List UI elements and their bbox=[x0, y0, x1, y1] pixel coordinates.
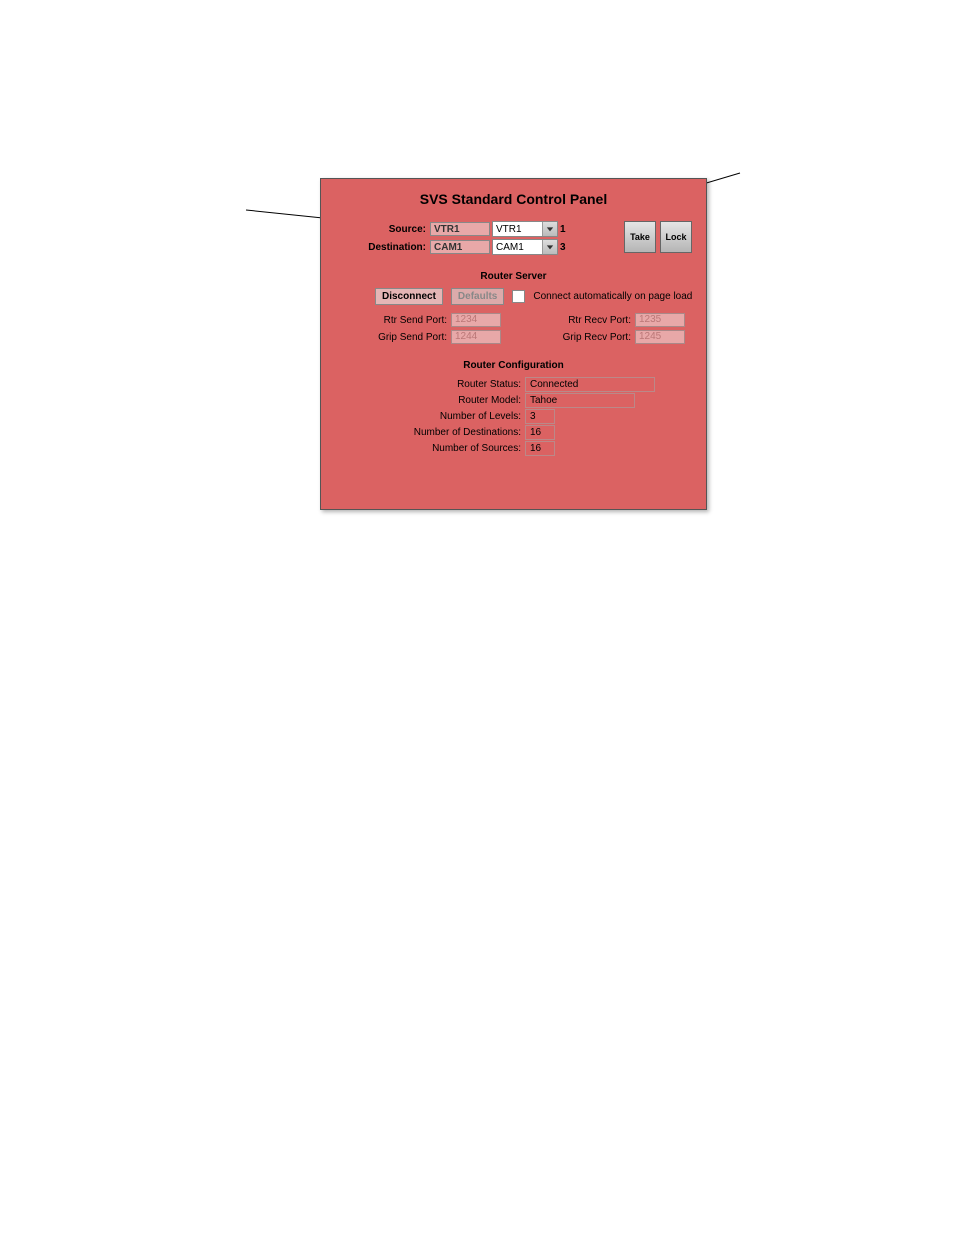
source-dropdown[interactable]: VTR1 bbox=[492, 221, 558, 237]
auto-connect-checkbox[interactable] bbox=[512, 290, 525, 303]
lock-button[interactable]: Lock bbox=[660, 221, 692, 253]
num-dests-value: 16 bbox=[525, 425, 555, 440]
destination-label: Destination: bbox=[321, 242, 430, 253]
rtr-recv-label: Rtr Recv Port: bbox=[501, 315, 635, 326]
source-number: 1 bbox=[558, 224, 570, 235]
server-controls: Disconnect Defaults Connect automaticall… bbox=[375, 288, 706, 305]
num-levels-value: 3 bbox=[525, 409, 555, 424]
auto-connect-label: Connect automatically on page load bbox=[533, 291, 692, 302]
port-settings: Rtr Send Port: 1234 Rtr Recv Port: 1235 … bbox=[321, 313, 706, 344]
chevron-down-icon bbox=[542, 222, 557, 236]
rtr-send-label: Rtr Send Port: bbox=[321, 315, 451, 326]
router-config-table: Router Status: Connected Router Model: T… bbox=[321, 377, 706, 456]
disconnect-button[interactable]: Disconnect bbox=[375, 288, 443, 305]
router-model-value: Tahoe bbox=[525, 393, 635, 408]
source-label: Source: bbox=[321, 224, 430, 235]
grip-recv-port[interactable]: 1245 bbox=[635, 330, 685, 344]
router-server-title: Router Server bbox=[321, 271, 706, 282]
num-sources-value: 16 bbox=[525, 441, 555, 456]
routing-rows: Source: VTR1 VTR1 1 Destination: CAM1 CA… bbox=[321, 221, 706, 255]
router-model-label: Router Model: bbox=[321, 395, 525, 406]
grip-recv-label: Grip Recv Port: bbox=[501, 332, 635, 343]
destination-number: 3 bbox=[558, 242, 570, 253]
rtr-recv-port[interactable]: 1235 bbox=[635, 313, 685, 327]
num-sources-label: Number of Sources: bbox=[321, 443, 525, 454]
chevron-down-icon bbox=[542, 240, 557, 254]
num-dests-label: Number of Destinations: bbox=[321, 427, 525, 438]
grip-send-port[interactable]: 1244 bbox=[451, 330, 501, 344]
control-panel: SVS Standard Control Panel Source: VTR1 … bbox=[320, 178, 707, 510]
grip-send-label: Grip Send Port: bbox=[321, 332, 451, 343]
router-config-title: Router Configuration bbox=[321, 360, 706, 371]
destination-dropdown-value: CAM1 bbox=[496, 242, 542, 253]
destination-dropdown[interactable]: CAM1 bbox=[492, 239, 558, 255]
num-levels-label: Number of Levels: bbox=[321, 411, 525, 422]
router-status-label: Router Status: bbox=[321, 379, 525, 390]
source-dropdown-value: VTR1 bbox=[496, 224, 542, 235]
take-button[interactable]: Take bbox=[624, 221, 656, 253]
panel-title: SVS Standard Control Panel bbox=[321, 191, 706, 207]
source-status: VTR1 bbox=[430, 222, 490, 236]
defaults-button[interactable]: Defaults bbox=[451, 288, 504, 305]
router-status-value: Connected bbox=[525, 377, 655, 392]
destination-status: CAM1 bbox=[430, 240, 490, 254]
rtr-send-port[interactable]: 1234 bbox=[451, 313, 501, 327]
